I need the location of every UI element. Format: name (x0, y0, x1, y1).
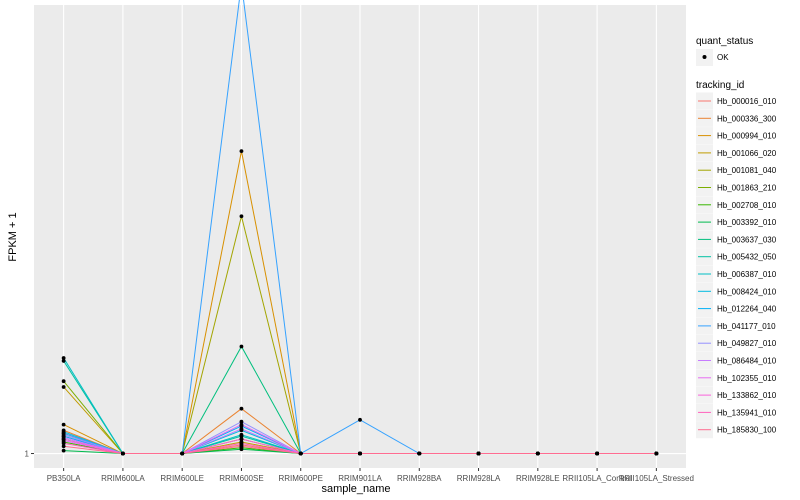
legend-label: Hb_005432_050 (717, 253, 777, 262)
x-tick-label: RRIM928BA (397, 474, 442, 483)
legend-shape-title: quant_status (696, 36, 753, 47)
legend-color-title: tracking_id (696, 80, 744, 91)
data-point (298, 451, 303, 456)
legend-label: Hb_102355_010 (717, 374, 777, 383)
data-point (239, 444, 244, 449)
x-tick-label: RRIM928LE (516, 474, 560, 483)
data-point (358, 451, 362, 456)
x-tick-label: RRIM600LE (160, 474, 204, 483)
data-point (239, 149, 244, 154)
data-point (417, 451, 422, 456)
data-point (61, 379, 66, 384)
data-point (239, 441, 244, 446)
legend-label: Hb_041177_010 (717, 322, 776, 331)
x-tick-label: RRIM901LA (338, 474, 382, 483)
data-point (239, 214, 244, 219)
legend-label: Hb_000016_010 (717, 97, 777, 106)
legend: quant_status OK tracking_id Hb_000016_010 Hb… (696, 36, 777, 439)
legend-label: Hb_012264_040 (717, 305, 777, 314)
data-point (121, 451, 125, 456)
x-tick-label: RRIM600SE (219, 474, 263, 483)
data-point (61, 448, 66, 453)
data-point (239, 422, 244, 427)
legend-label: Hb_049827_010 (717, 339, 777, 348)
y-axis: 1 (25, 450, 34, 459)
legend-label: Hb_003392_010 (717, 218, 777, 227)
legend-label: Hb_000336_300 (717, 114, 777, 123)
data-point (239, 447, 244, 452)
legend-label: Hb_185830_100 (717, 426, 777, 435)
data-point (61, 356, 66, 360)
grid-lines (34, 5, 686, 468)
legend-point-icon (702, 55, 707, 59)
legend-label: Hb_135941_010 (717, 408, 777, 417)
legend-label: Hb_008424_010 (717, 287, 777, 296)
legend-label: Hb_001081_040 (717, 166, 777, 175)
legend-label: Hb_006387_010 (717, 270, 777, 279)
legend-label: Hb_133862_010 (717, 391, 777, 400)
data-points (61, 149, 659, 456)
legend-label: OK (717, 53, 729, 62)
x-axis: PB350LA RRIM600LA RRIM600LE RRIM600SE RRIM60… (47, 468, 694, 483)
data-point (61, 432, 66, 437)
legend-label: Hb_086484_010 (717, 357, 777, 366)
y-tick-label: 1 (25, 450, 30, 459)
x-tick-label: RRII105LA_Control (562, 474, 632, 483)
x-tick-label: RRIM600PE (278, 474, 322, 483)
y-axis-title: FPKM + 1 (7, 212, 19, 261)
data-point (654, 451, 659, 456)
x-tick-label: RRIM928LA (457, 474, 501, 483)
data-point (239, 406, 244, 411)
data-point (61, 437, 66, 441)
data-point (61, 444, 66, 449)
data-point (239, 344, 244, 349)
x-tick-label: PB350LA (47, 474, 81, 483)
data-point (239, 432, 244, 437)
data-point (239, 419, 244, 424)
data-point (61, 385, 66, 389)
x-tick-label: RRIM600LA (101, 474, 145, 483)
legend-label: Hb_000994_010 (717, 132, 777, 141)
data-point (358, 417, 362, 422)
x-axis-title: sample_name (321, 483, 390, 495)
data-point (61, 359, 66, 363)
legend-label: Hb_002708_010 (717, 201, 777, 210)
data-point (595, 451, 599, 456)
legend-label: Hb_001066_020 (717, 149, 777, 158)
data-point (535, 451, 540, 456)
data-point (180, 451, 185, 456)
x-tick-label: RRII105LA_Stressed (619, 474, 694, 483)
data-point (239, 427, 244, 431)
data-point (476, 451, 481, 456)
legend-label: Hb_003637_030 (717, 235, 777, 244)
data-point (239, 437, 244, 441)
data-point (61, 422, 66, 427)
legend-label: Hb_001863_210 (717, 184, 777, 193)
data-point (61, 441, 66, 446)
